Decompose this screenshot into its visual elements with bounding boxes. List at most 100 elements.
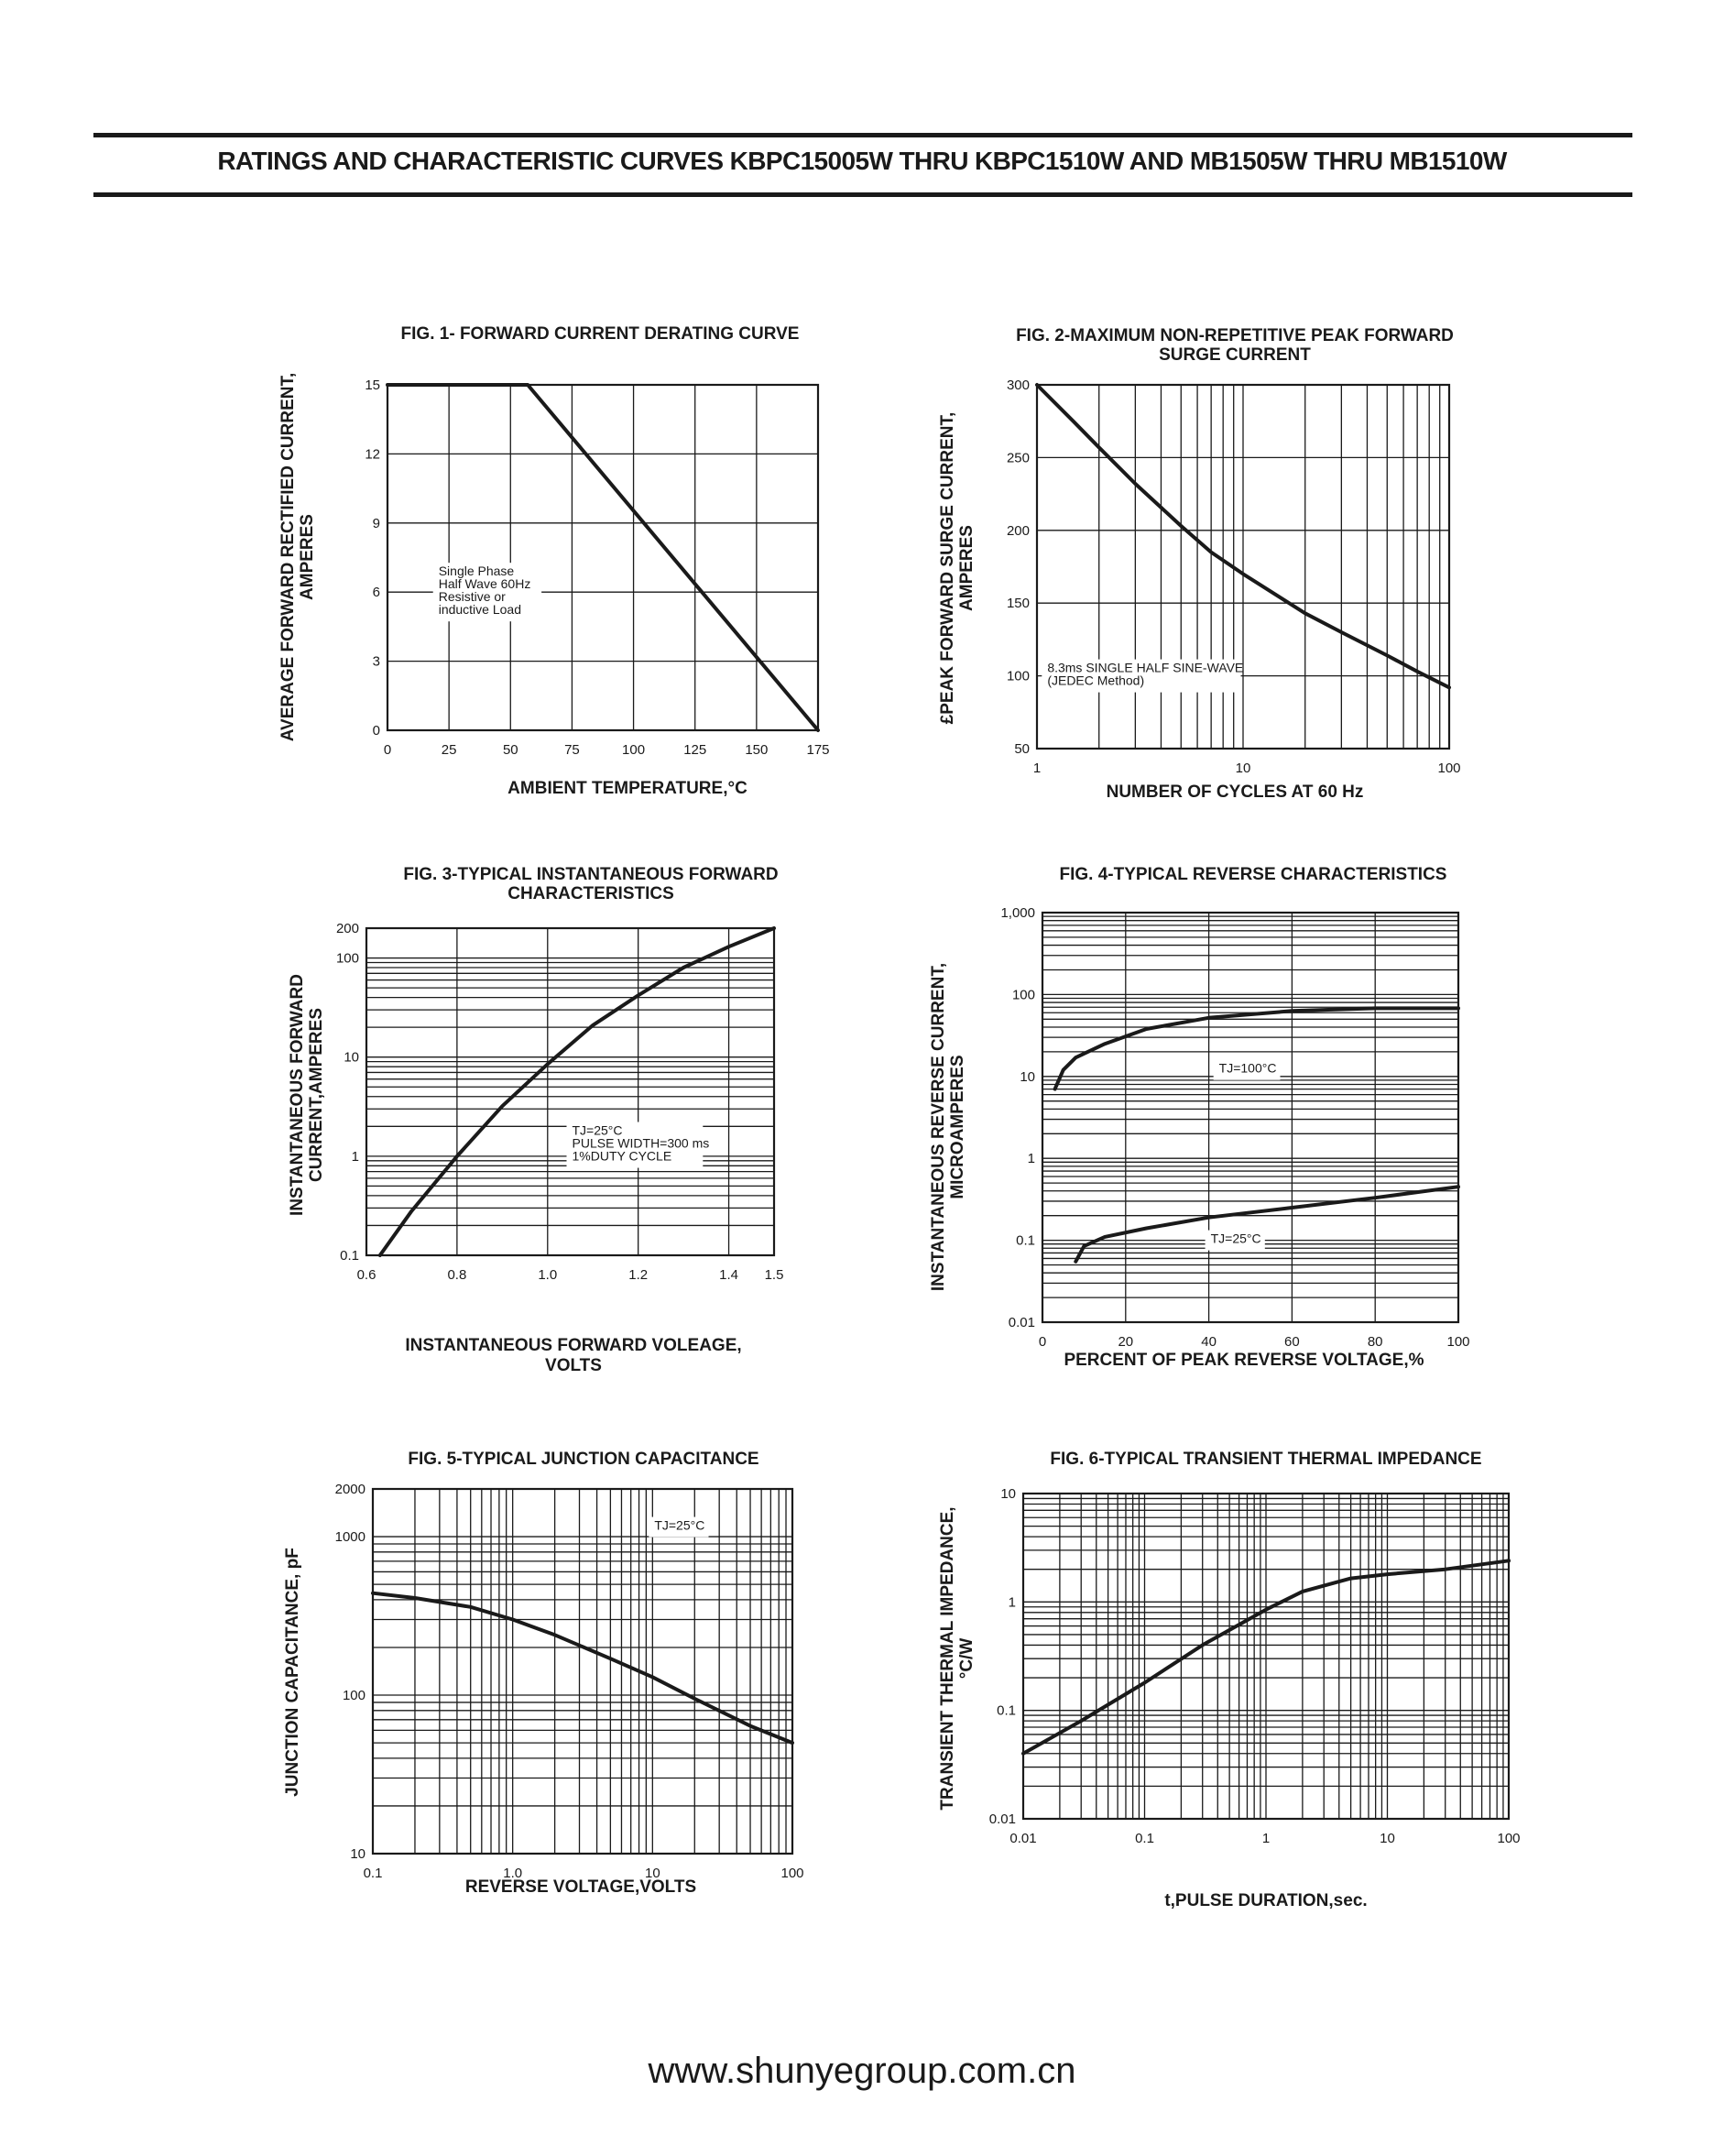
fig3-annotation-text: TJ=25°C (573, 1123, 623, 1138)
fig3-series-line-1 (377, 926, 776, 1257)
fig4-ytick-label: 1,000 (1000, 905, 1035, 921)
fig3-chart: 0.6 0.8 1.0 1.2 1.4 1.5 0.1 1 10 100 200 FIG. 3-TYP… (288, 865, 783, 1375)
fig1-annotation-text: Half Wave 60Hz (439, 576, 531, 591)
fig5-annotation-text: TJ=25°C (654, 1518, 704, 1533)
fig5-ytick-label: 100 (343, 1688, 366, 1703)
header-rule-bottom (93, 192, 1632, 197)
fig5-plot-frame (371, 1487, 794, 1855)
fig2-xtick-label: 1 (1033, 761, 1041, 776)
fig1-ytick-label: 0 (373, 723, 380, 739)
fig4-xtick-label: 80 (1368, 1334, 1383, 1350)
fig4-annotation-text: TJ=25°C (1211, 1231, 1261, 1246)
fig6-ylabel: °C/W (957, 1638, 977, 1680)
header-rule-top (93, 133, 1632, 137)
fig5-xtick-label: 0.1 (364, 1866, 383, 1881)
fig1-ylabel: AVERAGE FORWARD RECTIFIED CURRENT, (278, 373, 298, 742)
fig1-annotation-text: Single Phase (439, 564, 515, 578)
fig4-plot-frame (1041, 911, 1460, 1324)
fig1-xtick-label: 100 (622, 742, 645, 758)
fig3-ylabel: CURRENT,AMPERES (307, 1008, 326, 1182)
fig3-annotation-text: 1%DUTY CYCLE (573, 1149, 672, 1164)
fig4-annotation-bg (1205, 1230, 1265, 1251)
fig6-ytick-label: 0.01 (989, 1811, 1016, 1827)
footer-website: www.shunyegroup.com.cn (648, 2051, 1076, 2091)
fig6-xtick-label: 0.01 (1009, 1831, 1036, 1846)
fig4-ytick-label: 100 (1012, 987, 1035, 1002)
fig5-chart: 0.1 1.0 10 100 10 100 1000 2000 FIG. 5-TYPICAL J… (283, 1450, 804, 1897)
fig1-xtick-label: 0 (384, 742, 391, 758)
fig1-ytick-label: 15 (365, 378, 380, 393)
fig4-ytick-label: 1 (1028, 1151, 1035, 1166)
fig5-xtick-label: 100 (780, 1866, 803, 1881)
fig4-ytick-label: 0.1 (1016, 1233, 1035, 1249)
fig4-xtick-label: 100 (1446, 1334, 1469, 1350)
fig3-xtick-label: 1.4 (719, 1267, 738, 1283)
fig2-series-line-1 (1035, 383, 1451, 690)
fig4-xlabel: PERCENT OF PEAK REVERSE VOLTAGE,% (1064, 1351, 1424, 1370)
fig1-xtick-label: 50 (503, 742, 518, 758)
fig4-xtick-label: 20 (1118, 1334, 1133, 1350)
fig6-plot-frame (1021, 1492, 1511, 1821)
fig1-ylabel: AMPERES (298, 514, 317, 600)
fig2-annotation-text: (JEDEC Method) (1047, 673, 1144, 688)
fig3-ytick-label: 100 (336, 951, 359, 967)
fig3-ylabel: INSTANTANEOUS FORWARD (288, 974, 307, 1216)
fig2-plot-frame (1035, 383, 1451, 750)
fig5-ytick-label: 1000 (335, 1529, 366, 1545)
fig4-annotation-bg (1213, 1059, 1281, 1080)
fig6-title: FIG. 6-TYPICAL TRANSIENT THERMAL IMPEDAN… (1050, 1450, 1481, 1469)
fig2-ytick-label: 300 (1007, 378, 1030, 393)
fig3-xtick-label: 1.0 (538, 1267, 557, 1283)
fig4-title: FIG. 4-TYPICAL REVERSE CHARACTERISTICS (1060, 865, 1447, 884)
fig1-xtick-label: 125 (683, 742, 706, 758)
fig3-xtick-label: 1.2 (628, 1267, 648, 1283)
fig2-ytick-label: 200 (1007, 523, 1030, 539)
fig3-ytick-label: 10 (344, 1050, 359, 1066)
fig3-xtick-label: 0.8 (447, 1267, 466, 1283)
fig1-annotation-text: inductive Load (439, 602, 521, 617)
fig5-series-line-1 (371, 1591, 794, 1746)
fig4-series-line-1 (1053, 1006, 1460, 1091)
fig5-xlabel: REVERSE VOLTAGE,VOLTS (465, 1877, 696, 1897)
fig1-annotation-bg (432, 563, 542, 622)
fig3-ytick-label: 1 (352, 1149, 359, 1165)
fig3-xtick-label: 0.6 (357, 1267, 376, 1283)
fig4-ytick-label: 0.01 (1009, 1315, 1035, 1330)
fig3-annotation-text: PULSE WIDTH=300 ms (573, 1136, 710, 1151)
fig5-ylabel: JUNCTION CAPACITANCE, pF (283, 1548, 302, 1797)
fig1-ytick-label: 9 (373, 516, 380, 531)
fig2-xlabel: NUMBER OF CYCLES AT 60 Hz (1107, 783, 1364, 802)
fig2-xtick-label: 100 (1437, 761, 1460, 776)
fig4-ylabel: INSTANTANEOUS REVERSE CURRENT, (929, 963, 948, 1291)
fig3-title: CHARACTERISTICS (507, 884, 674, 903)
fig4-xtick-label: 0 (1039, 1334, 1046, 1350)
fig2-chart: 1 10 100 50 100 150 200 250 300 FIG. 2-MAXIMUM NO… (938, 326, 1461, 802)
fig2-annotation-bg (1042, 659, 1241, 693)
fig3-title: FIG. 3-TYPICAL INSTANTANEOUS FORWARD (403, 865, 778, 884)
fig2-ylabel: AMPERES (957, 525, 977, 611)
fig1-title: FIG. 1- FORWARD CURRENT DERATING CURVE (401, 324, 800, 344)
fig4-xtick-label: 40 (1201, 1334, 1217, 1350)
fig6-chart: 0.01 0.1 1 10 100 0.01 0.1 1 10 FIG. 6-TYPICAL TR… (938, 1450, 1521, 1910)
fig1-xlabel: AMBIENT TEMPERATURE,°C (507, 779, 747, 798)
fig3-annotation-bg (566, 1122, 704, 1168)
fig4-chart: 0 20 40 60 80 100 0.01 0.1 1 10 100 1,000 FIG. 4-TYP… (929, 865, 1470, 1370)
fig6-xlabel: t,PULSE DURATION,sec. (1164, 1891, 1367, 1910)
fig5-annotation-bg (649, 1516, 709, 1538)
fig3-plot-frame (365, 926, 776, 1257)
fig1-plot-frame (386, 383, 820, 732)
fig2-ytick-label: 250 (1007, 450, 1030, 465)
fig6-xtick-label: 100 (1497, 1831, 1520, 1846)
fig5-xtick-label: 1.0 (503, 1866, 522, 1881)
fig2-title: SURGE CURRENT (1159, 345, 1311, 365)
fig4-ytick-label: 10 (1020, 1069, 1035, 1085)
fig6-ytick-label: 0.1 (997, 1703, 1016, 1719)
fig6-ytick-label: 1 (1009, 1594, 1016, 1610)
fig1-chart: 0 25 50 75 100 125 150 175 0 3 6 9 12 15 FIG. 1- FORWA… (278, 324, 830, 798)
fig2-ytick-label: 150 (1007, 596, 1030, 611)
fig3-xlabel: VOLTS (545, 1356, 602, 1375)
fig3-xlabel: INSTANTANEOUS FORWARD VOLEAGE, (405, 1336, 741, 1355)
fig5-ytick-label: 10 (350, 1846, 366, 1862)
fig5-ytick-label: 2000 (335, 1482, 366, 1497)
